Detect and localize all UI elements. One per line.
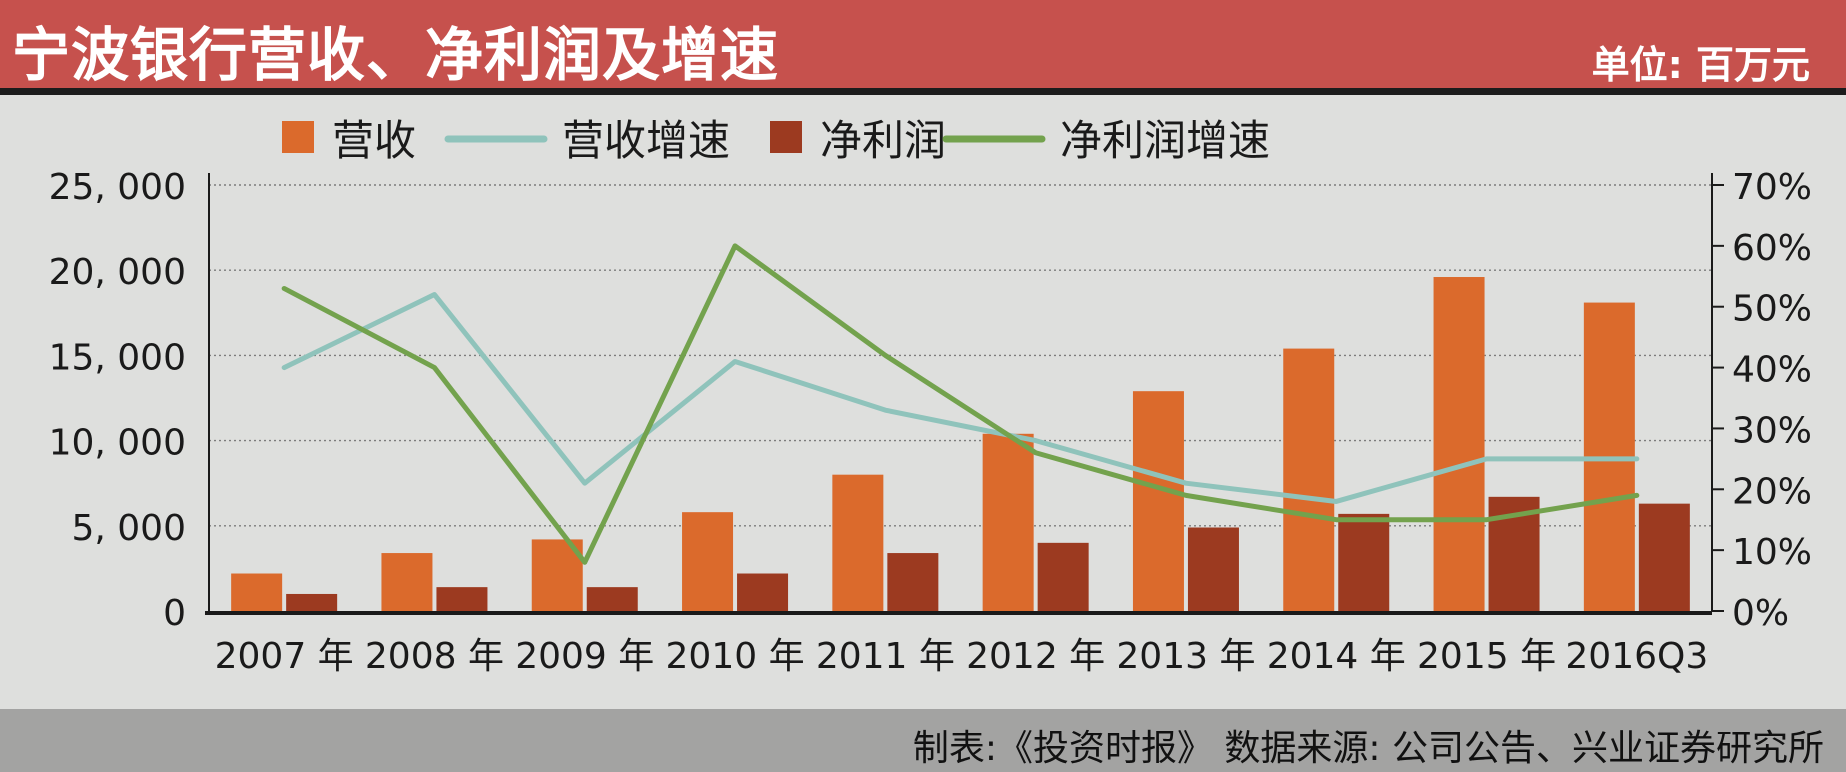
- point-profit-growth: [1034, 451, 1038, 455]
- x-tick-label: 2007 年: [215, 636, 354, 677]
- y-right-tick-label: 70%: [1732, 167, 1812, 208]
- x-tick-label: 2010 年: [666, 636, 805, 677]
- y-left-tick-label: 5, 000: [71, 508, 186, 549]
- bar-net-profit: [1037, 542, 1089, 611]
- legend-swatch: [770, 121, 802, 153]
- bars: [231, 277, 1690, 611]
- y-right-tick-label: 40%: [1732, 350, 1812, 391]
- point-revenue-growth: [1034, 439, 1038, 443]
- y-left-tick-label: 0: [163, 593, 186, 634]
- point-revenue-growth: [432, 293, 436, 297]
- line-revenue-growth: [281, 292, 1640, 504]
- legend-label: 营收增速: [562, 116, 730, 165]
- bar-revenue: [231, 573, 283, 611]
- point-revenue-growth: [733, 359, 737, 363]
- bar-revenue: [832, 474, 884, 611]
- tick-labels: 0 5, 000 10, 000 15, 000 20, 000 25, 000 0% 10%…: [49, 167, 1812, 677]
- x-tick-label: 2015 年: [1417, 636, 1556, 677]
- source-note: 制表:《投资时报》 数据来源: 公司公告、兴业证券研究所: [912, 728, 1824, 769]
- bar-revenue: [1433, 277, 1485, 611]
- x-tick-label: 2011 年: [816, 636, 955, 677]
- y-right-tick-label: 10%: [1732, 532, 1812, 573]
- x-tick-label: 2012 年: [966, 636, 1105, 677]
- y-left-tick-label: 10, 000: [49, 423, 186, 464]
- y-right-tick-label: 0%: [1732, 593, 1789, 634]
- bar-revenue: [1132, 391, 1184, 611]
- gridlines: [209, 184, 1712, 527]
- line-profit-growth: [281, 243, 1640, 565]
- point-profit-growth: [583, 560, 587, 564]
- point-revenue-growth: [282, 366, 286, 370]
- point-profit-growth: [1184, 493, 1188, 497]
- x-tick-label: 2016Q3: [1565, 636, 1708, 677]
- y-left-tick-label: 20, 000: [49, 252, 186, 293]
- x-tick-label: 2014 年: [1267, 636, 1406, 677]
- point-revenue-growth: [583, 481, 587, 485]
- bar-revenue: [381, 553, 433, 611]
- bar-net-profit: [586, 587, 638, 611]
- point-revenue-growth: [883, 408, 887, 412]
- point-profit-growth: [1635, 493, 1639, 497]
- legend: 营收 营收增速 净利润 净利润增速: [282, 116, 1270, 165]
- y-right-tick-label: 60%: [1732, 228, 1812, 269]
- point-revenue-growth: [1184, 481, 1188, 485]
- point-profit-growth: [883, 353, 887, 357]
- bar-net-profit: [1638, 503, 1690, 611]
- x-tick-label: 2009 年: [515, 636, 654, 677]
- x-tick-label: 2013 年: [1116, 636, 1255, 677]
- y-right-tick-label: 50%: [1732, 289, 1812, 330]
- x-tick-label: 2008 年: [365, 636, 504, 677]
- chart-area: 营收 营收增速 净利润 净利润增速 0 5, 000 10, 000 15, 000 20, …: [0, 95, 1846, 709]
- legend-label: 营收: [332, 116, 416, 165]
- bar-revenue: [982, 433, 1034, 611]
- y-left-tick-label: 25, 000: [49, 167, 186, 208]
- point-revenue-growth: [1334, 499, 1338, 503]
- title-divider: [0, 88, 1846, 95]
- point-profit-growth: [1334, 518, 1338, 522]
- point-revenue-growth: [1485, 457, 1489, 461]
- y-left-tick-label: 15, 000: [49, 337, 186, 378]
- combo-chart: 营收 营收增速 净利润 净利润增速 0 5, 000 10, 000 15, 000 20, …: [49, 116, 1812, 677]
- legend-label: 净利润增速: [1060, 116, 1270, 165]
- bar-net-profit: [887, 553, 939, 611]
- bar-net-profit: [1187, 527, 1239, 611]
- bar-net-profit: [436, 587, 488, 611]
- y-right-tick-label: 20%: [1732, 471, 1812, 512]
- legend-swatch: [282, 121, 314, 153]
- footer-bar: 制表:《投资时报》 数据来源: 公司公告、兴业证券研究所: [0, 709, 1846, 772]
- bar-revenue: [1283, 348, 1335, 611]
- point-profit-growth: [432, 366, 436, 370]
- bar-revenue: [682, 512, 734, 611]
- point-profit-growth: [733, 244, 737, 248]
- point-profit-growth: [282, 286, 286, 290]
- bar-net-profit: [1338, 513, 1390, 611]
- axes: [205, 173, 1724, 615]
- y-right-tick-label: 30%: [1732, 410, 1812, 451]
- title-bar: 宁波银行营收、净利润及增速 单位: 百万元: [0, 0, 1846, 89]
- point-profit-growth: [1485, 518, 1489, 522]
- unit-label: 单位: 百万元: [1591, 43, 1810, 87]
- bar-net-profit: [737, 573, 789, 611]
- lines: [281, 243, 1640, 565]
- bar-net-profit: [286, 593, 338, 611]
- chart-title: 宁波银行营收、净利润及增速: [12, 21, 780, 89]
- legend-label: 净利润: [820, 116, 946, 165]
- point-revenue-growth: [1635, 457, 1639, 461]
